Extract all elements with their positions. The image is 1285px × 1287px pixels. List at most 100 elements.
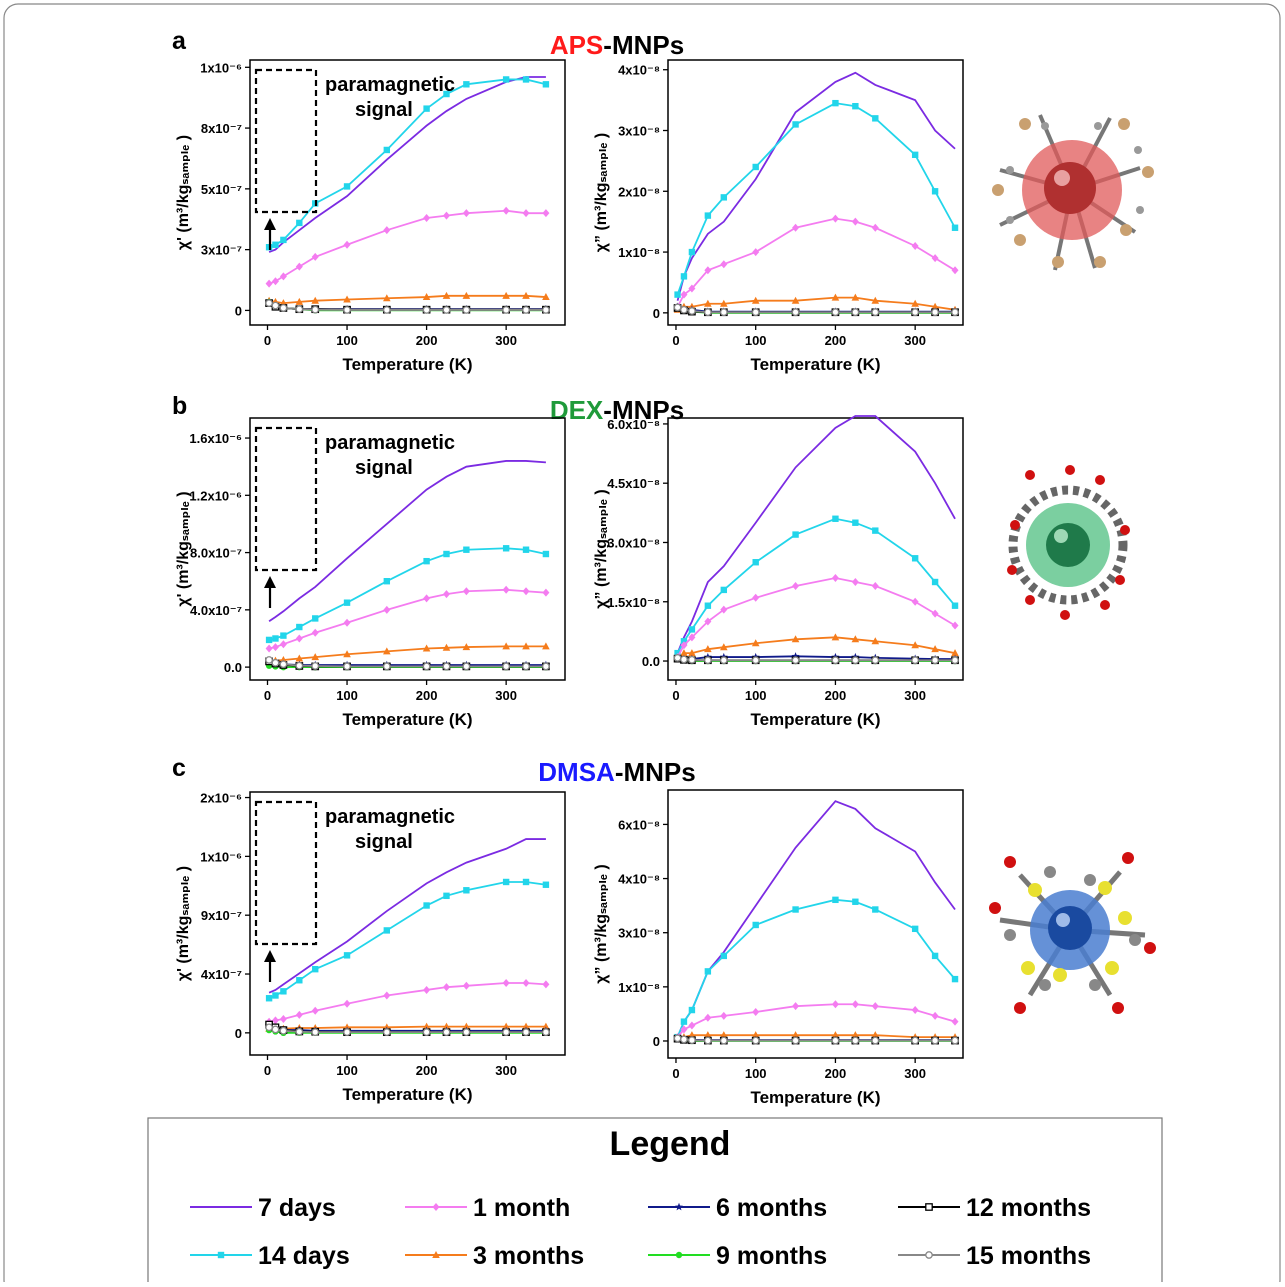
marker xyxy=(311,653,320,661)
marker xyxy=(871,223,879,232)
marker xyxy=(925,1203,933,1211)
marker xyxy=(791,656,800,665)
annotation: paramagnetic xyxy=(325,806,455,828)
marker xyxy=(752,921,759,929)
marker xyxy=(871,1036,880,1045)
marker xyxy=(383,294,391,302)
y-tick-label: 0.0 xyxy=(642,654,660,669)
marker xyxy=(462,587,470,596)
legend-label: 3 months xyxy=(473,1242,584,1270)
marker xyxy=(871,1031,880,1039)
marker xyxy=(542,980,550,989)
legend-label: 14 days xyxy=(258,1242,350,1270)
marker xyxy=(704,1013,712,1022)
marker xyxy=(502,76,510,83)
inset-arrowhead xyxy=(264,576,276,588)
x-tick-label: 100 xyxy=(336,1063,358,1078)
marker xyxy=(343,999,351,1008)
marker xyxy=(951,602,959,609)
marker xyxy=(382,662,391,671)
y-axis-title: χ” (m³/kgₛₐₘₚₗₑ ) xyxy=(593,489,610,608)
marker xyxy=(719,656,728,665)
marker xyxy=(680,1025,688,1034)
marker xyxy=(680,655,688,664)
plot-frame xyxy=(249,791,566,1056)
marker xyxy=(871,296,880,304)
marker xyxy=(462,291,471,299)
legend-label: 12 months xyxy=(966,1194,1091,1222)
marker xyxy=(502,1028,510,1037)
y-tick-label: 0 xyxy=(653,306,660,321)
marker xyxy=(522,1022,530,1030)
y-axis-title: χ' (m³/kgₛₐₘₚₗₑ ) xyxy=(175,135,192,250)
marker xyxy=(680,290,688,299)
marker xyxy=(751,1036,760,1045)
panel-title-rest: -MNPs xyxy=(615,757,696,787)
marker xyxy=(851,308,860,317)
inset-arrowhead xyxy=(264,218,276,230)
marker xyxy=(502,545,510,552)
marker xyxy=(522,306,530,314)
x-tick-label: 300 xyxy=(495,1063,517,1078)
y-axis-title: χ” (m³/kgₛₐₘₚₗₑ ) xyxy=(593,133,610,252)
y-axis-title: χ' (m³/kgₛₐₘₚₗₑ ) xyxy=(175,491,192,606)
marker xyxy=(442,983,450,992)
x-tick-label: 300 xyxy=(495,688,517,703)
marker xyxy=(522,209,530,218)
marker xyxy=(931,609,939,618)
inset-arrowhead xyxy=(264,950,276,962)
marker xyxy=(542,1028,550,1037)
marker xyxy=(791,1036,800,1045)
x-tick-label: 0 xyxy=(264,688,271,703)
marker xyxy=(279,1026,288,1035)
y-tick-label: 0.0 xyxy=(224,660,242,675)
marker xyxy=(704,299,712,307)
y-axis-title: χ' (m³/kgₛₐₘₚₗₑ ) xyxy=(175,866,192,981)
plot-frame xyxy=(249,417,566,681)
y-tick-label: 0 xyxy=(235,1026,242,1041)
x-tick-label: 200 xyxy=(416,333,438,348)
y-tick-label: 5x10⁻⁷ xyxy=(201,182,242,197)
marker xyxy=(442,1028,451,1037)
marker xyxy=(720,194,728,201)
marker xyxy=(688,633,696,642)
marker xyxy=(831,656,840,665)
panel-title: APS-MNPs xyxy=(550,30,684,60)
marker xyxy=(265,1023,273,1032)
marker xyxy=(265,299,273,307)
marker xyxy=(871,581,879,590)
marker xyxy=(343,295,351,303)
marker xyxy=(704,968,712,975)
marker xyxy=(422,1028,431,1037)
annotation: signal xyxy=(355,457,413,479)
panel-letter: c xyxy=(172,754,186,782)
marker xyxy=(872,115,879,122)
marker xyxy=(311,1028,320,1037)
inset-box xyxy=(254,426,318,572)
marker xyxy=(279,1015,287,1024)
x-axis-title: Temperature (K) xyxy=(342,355,472,374)
marker xyxy=(752,248,760,257)
marker xyxy=(851,656,860,665)
marker xyxy=(680,649,688,657)
marker xyxy=(462,643,471,651)
marker xyxy=(852,519,859,526)
marker xyxy=(502,206,510,215)
marker xyxy=(522,291,530,299)
marker xyxy=(422,1022,431,1030)
marker xyxy=(522,878,530,886)
inset-box xyxy=(254,800,318,946)
marker xyxy=(265,995,273,1002)
marker xyxy=(279,304,288,312)
marker xyxy=(383,146,391,154)
marker xyxy=(832,896,839,904)
marker xyxy=(462,1022,471,1030)
marker xyxy=(752,163,759,171)
marker xyxy=(343,952,351,959)
marker xyxy=(911,308,920,317)
y-tick-label: 6.0x10⁻⁸ xyxy=(607,417,660,432)
marker xyxy=(312,965,319,973)
marker xyxy=(675,1251,683,1259)
marker xyxy=(542,1022,550,1030)
